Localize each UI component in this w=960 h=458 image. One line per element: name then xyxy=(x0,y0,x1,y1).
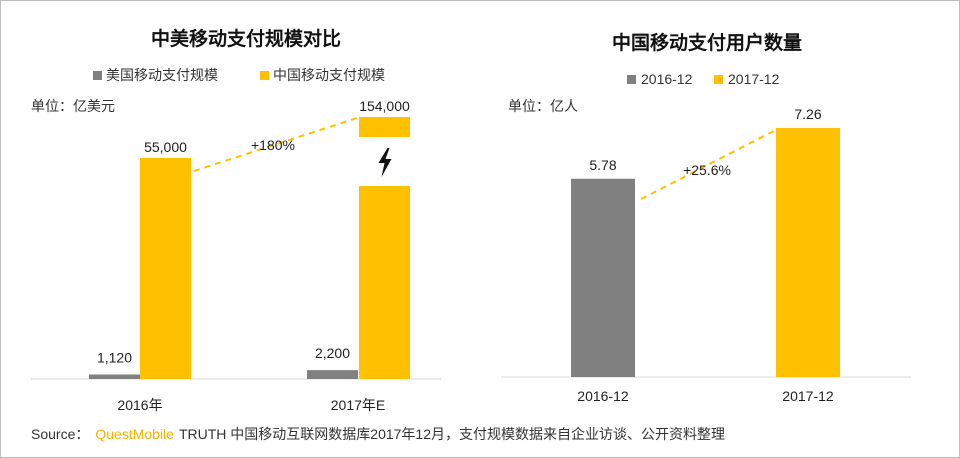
chart2-label-1: 7.26 xyxy=(794,106,821,122)
source-prefix: Source： xyxy=(31,426,89,442)
chart1-xtick-0: 2016年 xyxy=(117,397,162,413)
chart1-unit-label: 单位：亿美元 xyxy=(31,98,115,114)
chart2-title: 中国移动支付用户数量 xyxy=(612,31,802,54)
chart1-legend-cn: 中国移动支付规模 xyxy=(273,67,385,83)
chart1-label-cn-0: 55,000 xyxy=(144,139,187,155)
chart2-unit-label: 单位：亿人 xyxy=(508,98,578,114)
chart1-label-us-0: 1,120 xyxy=(97,349,132,365)
chart1-legend-swatch-us xyxy=(93,71,102,80)
chart2-legend-2017: 2017-12 xyxy=(728,71,780,87)
chart1-bar-us-1 xyxy=(307,370,358,379)
chart1-bar-us-0 xyxy=(89,374,140,379)
chart1-label-cn-1: 154,000 xyxy=(359,98,410,114)
chart1-legend-swatch-cn xyxy=(260,71,269,80)
chart2-bar-1 xyxy=(776,128,840,377)
chart1-bar-cn-0 xyxy=(140,158,191,379)
chart2-legend-2016: 2016-12 xyxy=(641,71,693,87)
source-brand: QuestMobile xyxy=(95,426,174,442)
chart2-xtick-1: 2017-12 xyxy=(782,388,834,404)
chart1-legend-us: 美国移动支付规模 xyxy=(106,67,218,83)
chart1-bar-cn-1-lower xyxy=(359,186,410,379)
source-note: Source： QuestMobile TRUTH 中国移动互联网数据库2017年1… xyxy=(31,426,725,442)
chart1-bar-cn-1-upper xyxy=(359,117,410,137)
chart1-xtick-1: 2017年E xyxy=(331,397,385,413)
chart2-legend-swatch-2017 xyxy=(714,75,723,84)
chart2-legend-swatch-2016 xyxy=(627,75,636,84)
chart2-xtick-0: 2016-12 xyxy=(577,388,629,404)
chart1-title: 中美移动支付规模对比 xyxy=(151,27,341,50)
chart2-growth-label: +25.6% xyxy=(683,162,731,178)
source-text: TRUTH 中国移动互联网数据库2017年12月，支付规模数据来自企业访谈、公开… xyxy=(179,426,725,442)
chart2-growth-line xyxy=(640,130,775,200)
lightning-icon xyxy=(378,148,392,177)
chart2-label-0: 5.78 xyxy=(589,157,616,173)
chart1-label-us-1: 2,200 xyxy=(315,345,350,361)
chart1-growth-label: +180% xyxy=(251,137,295,153)
chart2-bar-0 xyxy=(571,178,635,377)
